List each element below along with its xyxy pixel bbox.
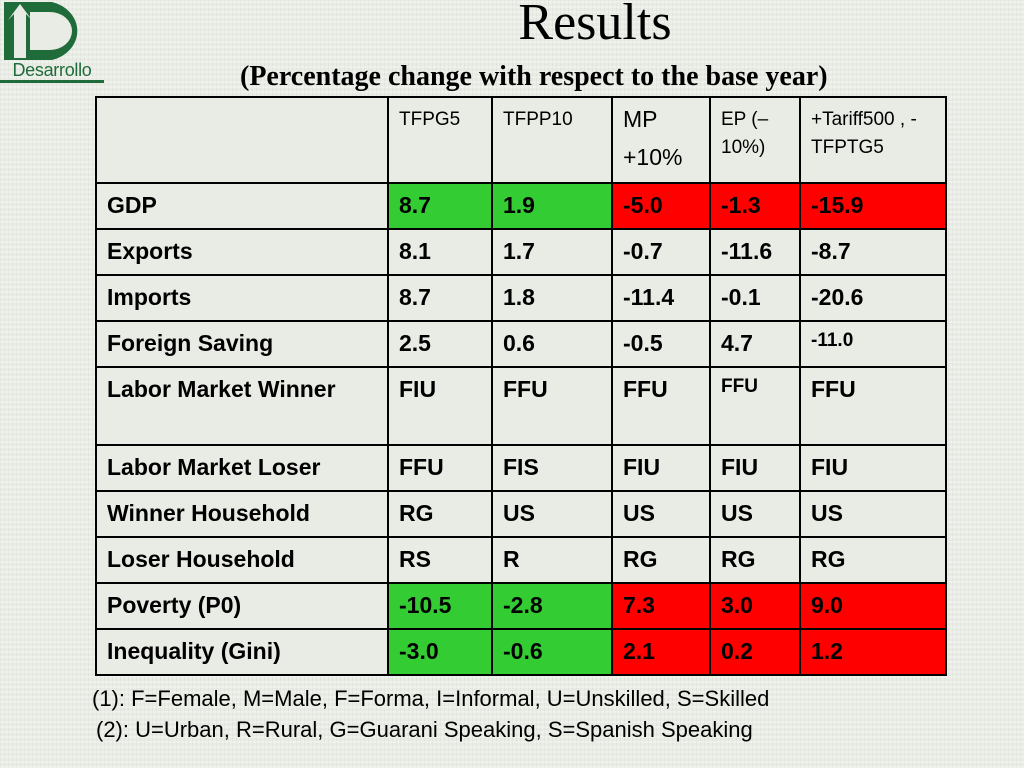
table-row: Poverty (P0) -10.5 -2.8 7.3 3.0 9.0 [95,582,947,630]
header-cell-empty [95,96,389,184]
table-cell: -0.6 [491,628,613,676]
table-cell: 2.1 [611,628,711,676]
footnotes: (1): F=Female, M=Male, F=Forma, I=Inform… [92,683,992,745]
table-cell: FIU [709,444,801,492]
table-cell: -5.0 [611,182,711,230]
header-cell-tfpg5: TFPG5 [387,96,493,184]
row-label: Loser Household [95,536,389,584]
logo-d-mark-icon [4,2,78,60]
table-cell: RG [709,536,801,584]
table-cell: -15.9 [799,182,947,230]
page-title: Results [518,0,672,51]
table-row: Winner Household RG US US US US [95,490,947,538]
table-cell: 0.6 [491,320,613,368]
table-cell: US [611,490,711,538]
table-cell: US [709,490,801,538]
table-cell: 1.7 [491,228,613,276]
table-cell: 1.9 [491,182,613,230]
table-cell: 4.7 [709,320,801,368]
table-row: Inequality (Gini) -3.0 -0.6 2.1 0.2 1.2 [95,628,947,676]
header-row: TFPG5 TFPP10 MP +10% EP (–10%) +Tariff50… [95,96,947,184]
table-cell: -11.0 [799,320,947,368]
table-cell: -0.1 [709,274,801,322]
table-cell: FFU [611,366,711,446]
table-cell: US [491,490,613,538]
results-table: TFPG5 TFPP10 MP +10% EP (–10%) +Tariff50… [95,96,947,676]
header-cell-tariff: +Tariff500 , -TFPTG5 [799,96,947,184]
table-cell: -0.5 [611,320,711,368]
table-cell: 8.1 [387,228,493,276]
table-row: Foreign Saving 2.5 0.6 -0.5 4.7 -11.0 [95,320,947,368]
table-cell: -20.6 [799,274,947,322]
table-cell: 7.3 [611,582,711,630]
table-cell: 1.8 [491,274,613,322]
page-subtitle: (Percentage change with respect to the b… [240,61,828,92]
table-cell: -2.8 [491,582,613,630]
table-cell: -1.3 [709,182,801,230]
footnote-1: (1): F=Female, M=Male, F=Forma, I=Inform… [92,686,770,711]
table-cell: FIU [799,444,947,492]
row-label: Labor Market Loser [95,444,389,492]
table-cell: FIU [387,366,493,446]
table-cell: RG [611,536,711,584]
table-cell: -10.5 [387,582,493,630]
table-cell: RG [387,490,493,538]
table-cell: US [799,490,947,538]
table-cell: -3.0 [387,628,493,676]
table-cell: 3.0 [709,582,801,630]
row-label: Exports [95,228,389,276]
row-label: Imports [95,274,389,322]
header-cell-tfpp10: TFPP10 [491,96,613,184]
table-row: Labor Market Winner FIU FFU FFU FFU FFU [95,366,947,446]
table-cell: FIS [491,444,613,492]
table-cell: 8.7 [387,182,493,230]
table-cell: 1.2 [799,628,947,676]
table-cell: FFU [491,366,613,446]
table-cell: 9.0 [799,582,947,630]
table-cell: RG [799,536,947,584]
logo-underline [0,80,104,83]
header-cell-ep: EP (–10%) [709,96,801,184]
table-cell: FFU [709,366,801,446]
table-row: GDP 8.7 1.9 -5.0 -1.3 -15.9 [95,182,947,230]
row-label: Poverty (P0) [95,582,389,630]
table-cell: R [491,536,613,584]
row-label: Winner Household [95,490,389,538]
table-cell: RS [387,536,493,584]
table-cell: -8.7 [799,228,947,276]
desarrollo-logo: Desarrollo [0,0,104,86]
header-cell-mp: MP +10% [611,96,711,184]
row-label: Labor Market Winner [95,366,389,446]
row-label: Foreign Saving [95,320,389,368]
table-cell: FFU [387,444,493,492]
table-cell: FFU [799,366,947,446]
table-cell: 0.2 [709,628,801,676]
table-row: Exports 8.1 1.7 -0.7 -11.6 -8.7 [95,228,947,276]
table-cell: FIU [611,444,711,492]
table-cell: -0.7 [611,228,711,276]
footnote-2: (2): U=Urban, R=Rural, G=Guarani Speakin… [96,717,753,742]
row-label: Inequality (Gini) [95,628,389,676]
table-row: Loser Household RS R RG RG RG [95,536,947,584]
table-cell: 8.7 [387,274,493,322]
logo-wordmark: Desarrollo [12,60,92,80]
table-row: Labor Market Loser FFU FIS FIU FIU FIU [95,444,947,492]
row-label: GDP [95,182,389,230]
table-row: Imports 8.7 1.8 -11.4 -0.1 -20.6 [95,274,947,322]
table-cell: -11.6 [709,228,801,276]
table-cell: 2.5 [387,320,493,368]
table-cell: -11.4 [611,274,711,322]
